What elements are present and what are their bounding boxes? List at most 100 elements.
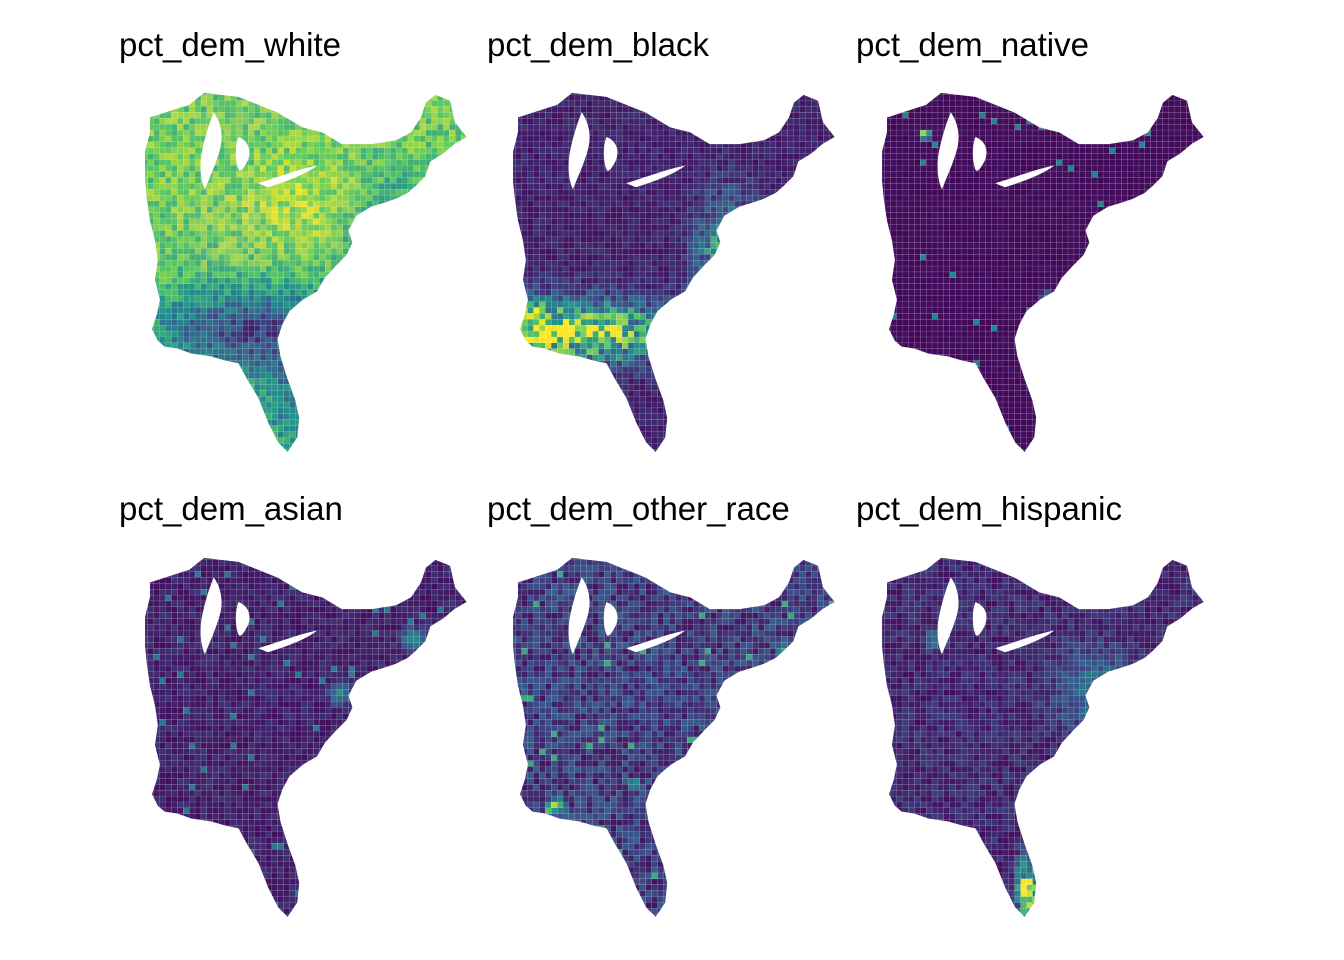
county-cell: [829, 171, 836, 178]
county-cell: [407, 372, 414, 379]
county-cell: [521, 135, 528, 143]
county-cell: [437, 183, 444, 190]
county-cell: [811, 153, 818, 160]
county-cell: [206, 348, 213, 355]
county-cell: [348, 289, 355, 296]
county-cell: [295, 289, 302, 296]
county-cell: [413, 218, 420, 225]
county-cell: [183, 301, 190, 308]
county-cell: [728, 100, 735, 107]
county-cell: [687, 141, 694, 148]
county-cell: [395, 177, 403, 184]
county-cell: [466, 413, 468, 420]
county-cell: [378, 224, 385, 231]
county-cell: [425, 360, 432, 367]
county-cell: [728, 194, 735, 202]
county-cell: [337, 455, 343, 460]
county-cell: [401, 106, 409, 113]
county-cell: [811, 83, 817, 89]
county-cell: [586, 159, 593, 166]
county-cell: [242, 260, 249, 267]
county-cell: [230, 106, 237, 113]
county-cell: [443, 100, 450, 107]
county-cell: [248, 431, 255, 438]
county-cell: [206, 206, 213, 213]
county-cell: [319, 271, 326, 279]
county-cell: [330, 236, 338, 243]
county-cell: [342, 301, 349, 308]
county-cell: [313, 301, 320, 308]
county-cell: [159, 425, 166, 432]
county-cell: [165, 307, 172, 314]
county-cell: [758, 165, 765, 172]
county-cell: [372, 153, 379, 160]
county-cell: [224, 378, 231, 385]
county-cell: [817, 153, 824, 160]
county-cell: [189, 218, 196, 225]
county-cell: [230, 224, 237, 231]
county-cell: [443, 319, 450, 326]
county-cell: [189, 342, 196, 349]
county-cell: [407, 218, 414, 225]
county-cell: [413, 419, 420, 426]
county-cell: [136, 296, 142, 302]
county-cell: [212, 396, 219, 403]
county-cell: [449, 92, 456, 95]
county-cell: [242, 366, 249, 373]
county-cell: [455, 277, 462, 284]
county-cell: [539, 141, 546, 148]
county-cell: [455, 313, 462, 320]
county-cell: [283, 342, 290, 349]
county-cell: [301, 283, 308, 290]
county-cell: [206, 437, 213, 444]
county-cell: [230, 307, 237, 314]
county-cell: [206, 419, 213, 426]
county-cell: [360, 289, 367, 296]
county-cell: [443, 449, 450, 453]
county-cell: [817, 177, 824, 184]
county-cell: [498, 136, 504, 142]
county-cell: [758, 153, 765, 160]
county-cell: [734, 141, 741, 148]
county-cell: [171, 153, 178, 160]
county-cell: [248, 265, 255, 273]
county-cell: [823, 147, 830, 154]
county-cell: [407, 449, 414, 453]
county-cell: [829, 83, 835, 89]
county-cell: [704, 92, 711, 95]
county-cell: [669, 200, 676, 208]
county-cell: [366, 124, 373, 131]
county-cell: [557, 141, 564, 148]
county-cell: [159, 212, 166, 219]
county-cell: [159, 94, 166, 101]
county-cell: [466, 360, 468, 367]
county-cell: [734, 147, 741, 154]
county-cell: [330, 265, 338, 273]
county-cell: [348, 194, 355, 202]
county-cell: [348, 449, 355, 453]
county-cell: [455, 443, 462, 450]
county-cell: [586, 100, 593, 107]
county-cell: [449, 189, 456, 196]
county-cell: [592, 200, 599, 208]
county-cell: [504, 100, 510, 106]
county-cell: [295, 366, 302, 373]
county-cell: [551, 135, 558, 143]
county-cell: [829, 118, 836, 125]
county-cell: [372, 295, 379, 302]
county-cell: [354, 407, 361, 415]
county-cell: [610, 83, 616, 89]
county-cell: [330, 242, 338, 249]
county-cell: [425, 242, 432, 249]
county-cell: [224, 271, 231, 279]
county-cell: [301, 177, 308, 184]
county-cell: [395, 236, 403, 243]
county-cell: [171, 372, 178, 379]
county-cell: [787, 194, 794, 202]
county-cell: [443, 372, 450, 379]
county-cell: [242, 100, 249, 107]
county-cell: [704, 189, 711, 196]
county-cell: [212, 283, 219, 290]
county-cell: [165, 325, 172, 332]
county-cell: [443, 431, 450, 438]
